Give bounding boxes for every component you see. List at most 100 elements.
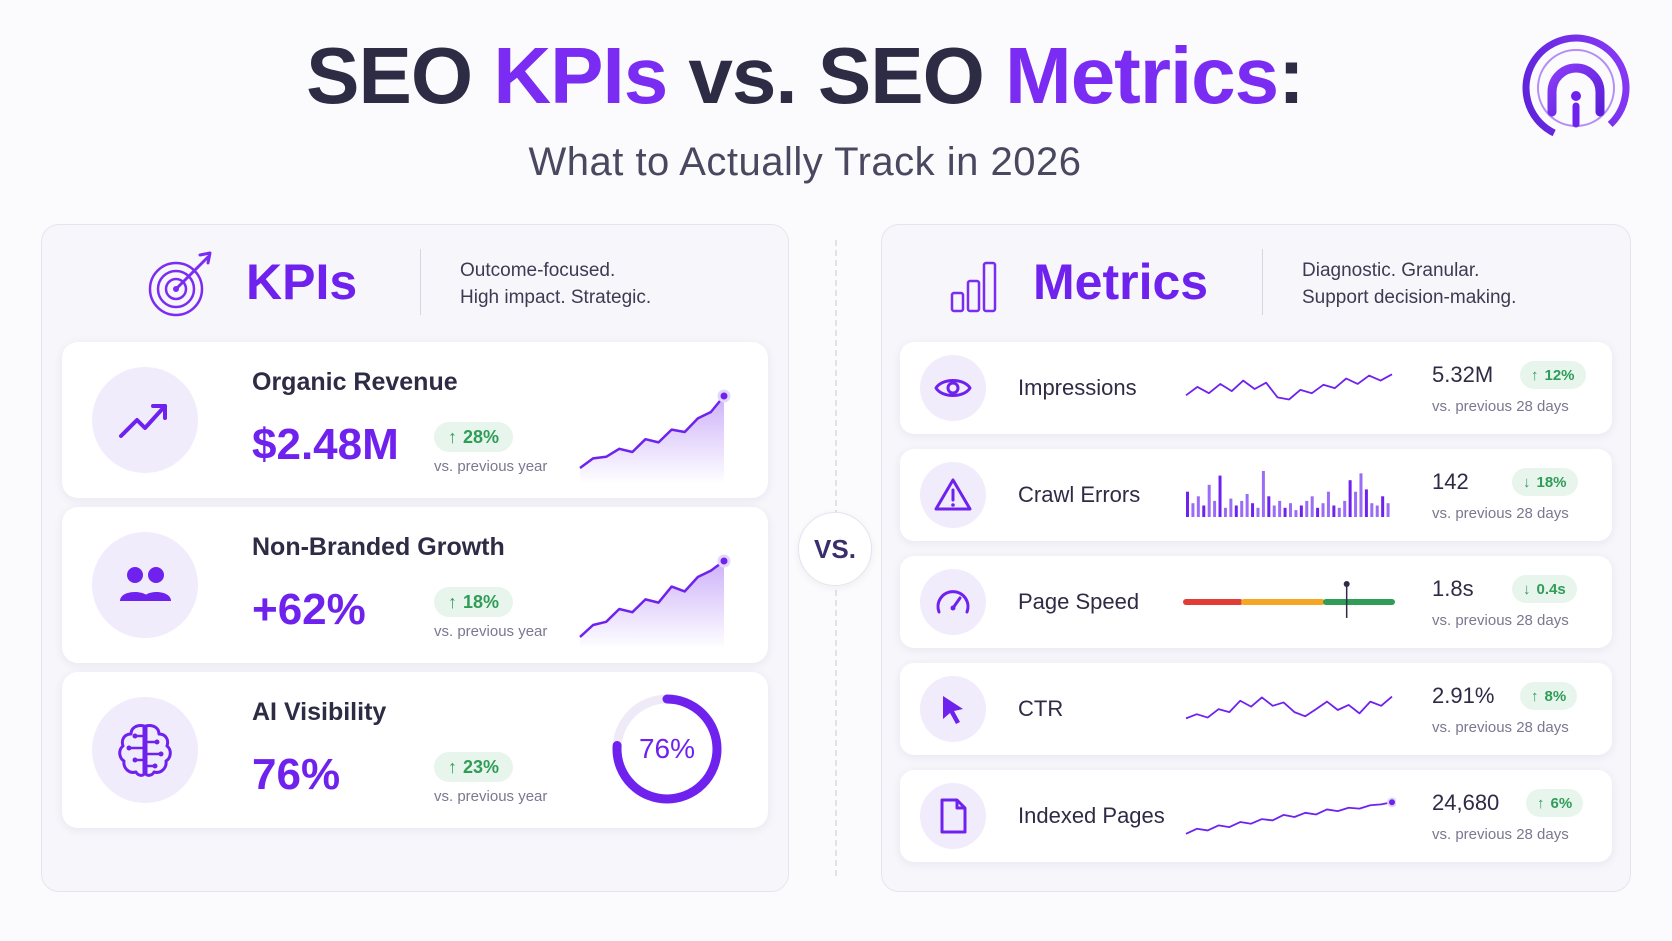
crawl-errors-bars bbox=[1186, 471, 1390, 517]
error-bar bbox=[1283, 507, 1287, 517]
metric-value: 24,680 bbox=[1432, 790, 1500, 815]
error-bar bbox=[1381, 496, 1385, 517]
kpi-caption: vs. previous year bbox=[434, 623, 548, 640]
error-bar bbox=[1186, 491, 1189, 517]
error-bar bbox=[1359, 473, 1363, 517]
error-bar bbox=[1218, 475, 1222, 517]
arrow-down-icon: ↓ bbox=[1523, 473, 1531, 491]
metric-value: 142 bbox=[1432, 469, 1469, 494]
sparkline-line bbox=[1185, 695, 1393, 720]
change-badge: ↓ 18% bbox=[1512, 468, 1578, 496]
error-bar bbox=[1386, 503, 1390, 517]
metrics-description: Diagnostic. Granular. Support decision-m… bbox=[1302, 257, 1516, 311]
metric-row-indexed-pages[interactable]: Indexed Pages 24,680 ↑ 6% vs. previous 28… bbox=[900, 770, 1612, 862]
arrow-up-icon: ↑ bbox=[1537, 794, 1545, 812]
sparkline-line bbox=[1185, 801, 1393, 835]
metric-caption: vs. previous 28 days bbox=[1432, 398, 1569, 415]
metrics-divider bbox=[1262, 249, 1263, 315]
kpi-label: Non-Branded Growth bbox=[252, 533, 505, 561]
metric-icon-circle bbox=[920, 783, 986, 849]
change-badge: ↑ 12% bbox=[1520, 361, 1586, 389]
sparkline-area bbox=[580, 396, 724, 484]
error-bar bbox=[1245, 494, 1249, 517]
sparkline-end-point bbox=[717, 554, 731, 568]
kpis-desc-line2: High impact. Strategic. bbox=[460, 287, 652, 308]
target-icon bbox=[148, 251, 212, 317]
kpi-card-organic-revenue[interactable]: Organic Revenue $2.48M ↑ 28% vs. previous… bbox=[62, 342, 768, 498]
metrics-panel: Metrics Diagnostic. Granular. Support de… bbox=[881, 224, 1631, 892]
kpi-label: Organic Revenue bbox=[252, 368, 458, 396]
error-bar bbox=[1332, 505, 1336, 517]
metric-row-crawl-errors[interactable]: Crawl Errors 142 ↓ 18% vs. previous 28 da… bbox=[900, 449, 1612, 541]
kpi-value: 76% bbox=[252, 750, 341, 799]
kpi-value: $2.48M bbox=[252, 420, 399, 469]
change-value: 28% bbox=[463, 426, 500, 447]
ctr-sparkline bbox=[1185, 695, 1393, 720]
vs-badge: VS. bbox=[798, 512, 872, 586]
sparkline-line bbox=[1185, 373, 1393, 401]
error-bar bbox=[1348, 480, 1352, 517]
title-colon: : bbox=[1278, 31, 1305, 120]
arrow-up-icon: ↑ bbox=[1531, 687, 1539, 705]
kpis-panel: KPIs Outcome-focused. High impact. Strat… bbox=[41, 224, 789, 892]
kpi-icon-circle bbox=[92, 367, 198, 473]
page-title: SEO KPIs vs. SEO Metrics: bbox=[0, 36, 1610, 116]
kpi-card-ai-visibility[interactable]: AI Visibility 76% ↑ 23% vs. previous year… bbox=[62, 672, 768, 828]
title-accent-kpis: KPIs bbox=[493, 31, 668, 120]
kpi-label: AI Visibility bbox=[252, 698, 387, 726]
error-bar bbox=[1294, 510, 1298, 517]
arrow-up-icon: ↑ bbox=[448, 756, 457, 777]
metric-label: Indexed Pages bbox=[1018, 803, 1165, 828]
error-bar bbox=[1223, 507, 1227, 517]
kpis-description: Outcome-focused. High impact. Strategic. bbox=[460, 257, 651, 311]
page-speed-scale bbox=[1183, 581, 1395, 618]
sparkline-end-point bbox=[1387, 797, 1396, 808]
page-subtitle: What to Actually Track in 2026 bbox=[528, 140, 1082, 184]
metric-icon-circle bbox=[920, 569, 986, 635]
metric-caption: vs. previous 28 days bbox=[1432, 505, 1569, 522]
kpis-divider bbox=[420, 249, 421, 315]
kpi-card-non-branded-growth[interactable]: Non-Branded Growth +62% ↑ 18% vs. previou… bbox=[62, 507, 768, 663]
change-badge: ↑ 28% bbox=[434, 422, 514, 452]
error-bar bbox=[1299, 505, 1303, 517]
error-bar bbox=[1207, 484, 1211, 517]
change-badge: ↑ 23% bbox=[434, 752, 514, 782]
indexed-pages-sparkline bbox=[1185, 797, 1396, 835]
impressions-sparkline bbox=[1185, 373, 1393, 401]
kpi-caption: vs. previous year bbox=[434, 458, 548, 475]
metric-icon-circle bbox=[920, 355, 986, 421]
brand-logo-icon bbox=[1522, 34, 1630, 142]
error-bar bbox=[1289, 503, 1292, 517]
change-value: 18% bbox=[463, 591, 500, 612]
sparkline-line bbox=[579, 395, 725, 470]
kpis-desc-line1: Outcome-focused. bbox=[460, 260, 616, 281]
metrics-desc-line2: Support decision-making. bbox=[1302, 287, 1517, 308]
kpis-title: KPIs bbox=[246, 254, 358, 310]
change-value: 23% bbox=[463, 756, 500, 777]
kpis-panel-header: KPIs Outcome-focused. High impact. Strat… bbox=[42, 245, 788, 321]
metric-row-impressions[interactable]: Impressions 5.32M ↑ 12% vs. previous 28 d… bbox=[900, 342, 1612, 434]
error-bar bbox=[1326, 491, 1330, 517]
change-badge: ↑ 18% bbox=[434, 587, 514, 617]
brain-icon bbox=[118, 724, 172, 777]
error-bar bbox=[1316, 507, 1320, 517]
error-bar bbox=[1337, 507, 1341, 517]
error-bar bbox=[1278, 500, 1282, 517]
change-value: 6% bbox=[1550, 794, 1573, 812]
metric-icon-circle bbox=[920, 676, 986, 742]
error-bar bbox=[1305, 500, 1309, 517]
visibility-donut-gauge bbox=[612, 694, 722, 804]
cursor-icon bbox=[943, 696, 963, 724]
error-bar bbox=[1191, 503, 1195, 517]
donut-arc bbox=[612, 694, 722, 804]
trending-up-icon bbox=[119, 404, 167, 438]
metric-row-page-speed[interactable]: Page Speed 1.8s ↓ 0.4s vs. previous 28 da… bbox=[900, 556, 1612, 648]
metric-row-ctr[interactable]: CTR 2.91% ↑ 8% vs. previous 28 days bbox=[900, 663, 1612, 755]
error-bar bbox=[1202, 505, 1206, 517]
metric-label: Impressions bbox=[1018, 375, 1137, 400]
error-bar bbox=[1251, 503, 1255, 517]
arrow-up-icon: ↑ bbox=[1531, 366, 1539, 384]
error-bar bbox=[1343, 500, 1347, 517]
revenue-sparkline bbox=[579, 389, 731, 484]
arrow-up-icon: ↑ bbox=[448, 591, 457, 612]
